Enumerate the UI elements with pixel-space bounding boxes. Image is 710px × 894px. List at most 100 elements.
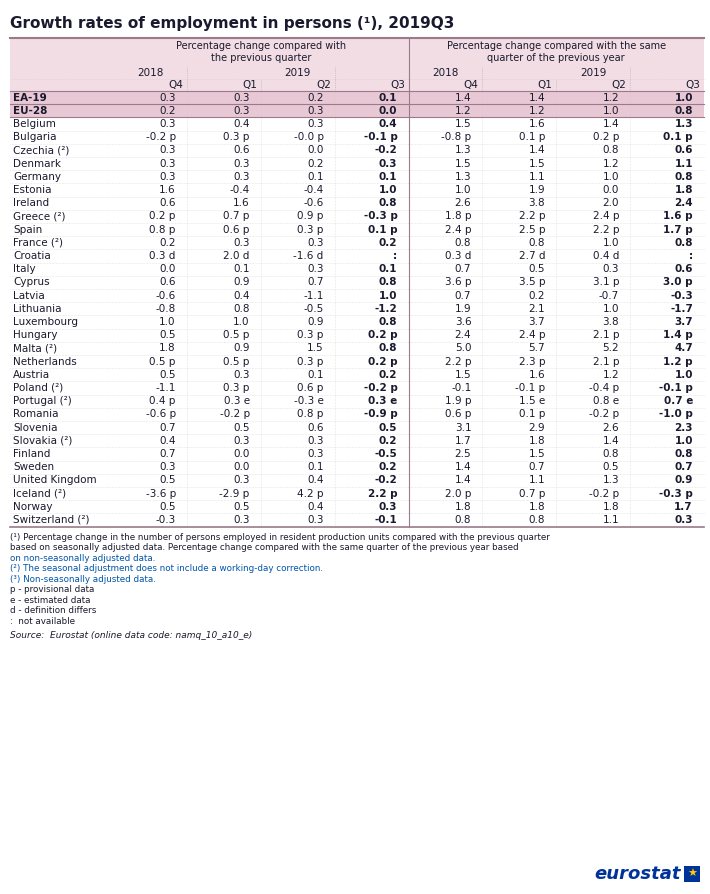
Text: -0.4: -0.4: [229, 185, 250, 195]
Text: -0.6 p: -0.6 p: [146, 409, 176, 419]
Text: 0.4 d: 0.4 d: [593, 251, 619, 261]
Text: 1.7: 1.7: [454, 435, 471, 446]
Text: Belgium: Belgium: [13, 119, 56, 129]
Text: 2.0: 2.0: [603, 198, 619, 208]
Text: 2.4: 2.4: [674, 198, 693, 208]
Text: -0.1: -0.1: [375, 515, 398, 525]
Text: 0.3: 0.3: [307, 119, 324, 129]
Bar: [10, 105, 704, 117]
Text: Hungary: Hungary: [13, 330, 58, 341]
Text: -0.5: -0.5: [303, 304, 324, 314]
Text: 0.2: 0.2: [307, 158, 324, 169]
Text: 3.7: 3.7: [528, 317, 545, 327]
Text: 0.2: 0.2: [379, 370, 398, 380]
Text: Q1: Q1: [242, 80, 257, 90]
Text: Croatia: Croatia: [13, 251, 50, 261]
Text: 0.8 p: 0.8 p: [297, 409, 324, 419]
Bar: [10, 316, 704, 329]
Text: 0.3 e: 0.3 e: [368, 396, 398, 406]
Text: 1.5: 1.5: [454, 119, 471, 129]
Text: 2.0 d: 2.0 d: [223, 251, 250, 261]
Text: -0.3 e: -0.3 e: [294, 396, 324, 406]
Text: 0.3: 0.3: [159, 93, 176, 103]
Text: 0.2: 0.2: [529, 291, 545, 300]
Text: 1.0: 1.0: [379, 185, 398, 195]
Text: 1.4: 1.4: [454, 93, 471, 103]
Text: 1.5: 1.5: [454, 158, 471, 169]
Text: 2.2 p: 2.2 p: [444, 357, 471, 367]
Text: 0.3: 0.3: [159, 462, 176, 472]
Text: 1.0: 1.0: [674, 435, 693, 446]
Text: 0.3 e: 0.3 e: [224, 396, 250, 406]
Text: 3.8: 3.8: [602, 317, 619, 327]
Text: 0.3 p: 0.3 p: [297, 224, 324, 234]
Text: 0.0: 0.0: [603, 185, 619, 195]
Text: 0.1 p: 0.1 p: [663, 132, 693, 142]
Text: 3.1: 3.1: [454, 423, 471, 433]
Bar: [10, 513, 704, 527]
Text: 0.3: 0.3: [233, 172, 250, 181]
Text: France (²): France (²): [13, 238, 63, 248]
Text: 1.2: 1.2: [528, 105, 545, 116]
Text: 0.3: 0.3: [159, 172, 176, 181]
Text: p - provisional data: p - provisional data: [10, 585, 94, 595]
Bar: [10, 276, 704, 289]
Text: 3.0 p: 3.0 p: [663, 277, 693, 287]
Text: 0.0: 0.0: [379, 105, 398, 116]
Text: 0.2 p: 0.2 p: [368, 357, 398, 367]
Text: 0.3: 0.3: [233, 435, 250, 446]
Bar: [10, 210, 704, 223]
Text: -1.7: -1.7: [670, 304, 693, 314]
Text: -1.2: -1.2: [375, 304, 398, 314]
Text: 0.5: 0.5: [603, 462, 619, 472]
Text: 0.0: 0.0: [234, 462, 250, 472]
Text: Italy: Italy: [13, 265, 36, 274]
Text: 0.4 p: 0.4 p: [149, 396, 176, 406]
Text: 0.9: 0.9: [233, 343, 250, 353]
Text: -0.4: -0.4: [303, 185, 324, 195]
Text: 4.2 p: 4.2 p: [297, 489, 324, 499]
Text: 1.2: 1.2: [454, 105, 471, 116]
Text: 0.7: 0.7: [455, 265, 471, 274]
Text: 0.5: 0.5: [159, 502, 176, 511]
Text: 2.1 p: 2.1 p: [593, 357, 619, 367]
Text: :: :: [689, 251, 693, 261]
Text: 1.1: 1.1: [528, 172, 545, 181]
Text: 0.3: 0.3: [233, 370, 250, 380]
Text: 0.5: 0.5: [233, 502, 250, 511]
Text: 1.8: 1.8: [454, 502, 471, 511]
Text: 0.3 p: 0.3 p: [297, 330, 324, 341]
Text: 0.5: 0.5: [233, 423, 250, 433]
Text: Percentage change compared with the same
quarter of the previous year: Percentage change compared with the same…: [447, 40, 666, 63]
Text: 0.1: 0.1: [307, 172, 324, 181]
Text: -0.2 p: -0.2 p: [589, 489, 619, 499]
Text: 3.1 p: 3.1 p: [593, 277, 619, 287]
Text: Netherlands: Netherlands: [13, 357, 77, 367]
Bar: [10, 342, 704, 355]
Text: -0.1 p: -0.1 p: [364, 132, 398, 142]
Text: 1.4: 1.4: [528, 93, 545, 103]
Text: 1.3: 1.3: [454, 146, 471, 156]
Text: -1.0 p: -1.0 p: [659, 409, 693, 419]
Bar: [10, 236, 704, 249]
Bar: [10, 223, 704, 236]
Text: 1.0: 1.0: [603, 304, 619, 314]
Text: 0.8: 0.8: [379, 198, 398, 208]
Text: 2.2 p: 2.2 p: [519, 211, 545, 222]
Text: 0.8: 0.8: [379, 277, 398, 287]
Text: 0.6: 0.6: [674, 265, 693, 274]
Text: Lithuania: Lithuania: [13, 304, 62, 314]
Bar: [10, 434, 704, 447]
Text: 2.6: 2.6: [602, 423, 619, 433]
Text: 2.4 p: 2.4 p: [444, 224, 471, 234]
Bar: [10, 117, 704, 131]
Text: 1.6: 1.6: [528, 119, 545, 129]
Text: 0.8: 0.8: [529, 515, 545, 525]
Text: 0.4: 0.4: [233, 291, 250, 300]
Text: eurostat: eurostat: [594, 865, 681, 883]
Text: Austria: Austria: [13, 370, 50, 380]
Text: on non-seasonally adjusted data.: on non-seasonally adjusted data.: [10, 553, 155, 562]
Text: 1.5: 1.5: [454, 370, 471, 380]
Text: 0.9 p: 0.9 p: [297, 211, 324, 222]
Text: 2.4: 2.4: [454, 330, 471, 341]
